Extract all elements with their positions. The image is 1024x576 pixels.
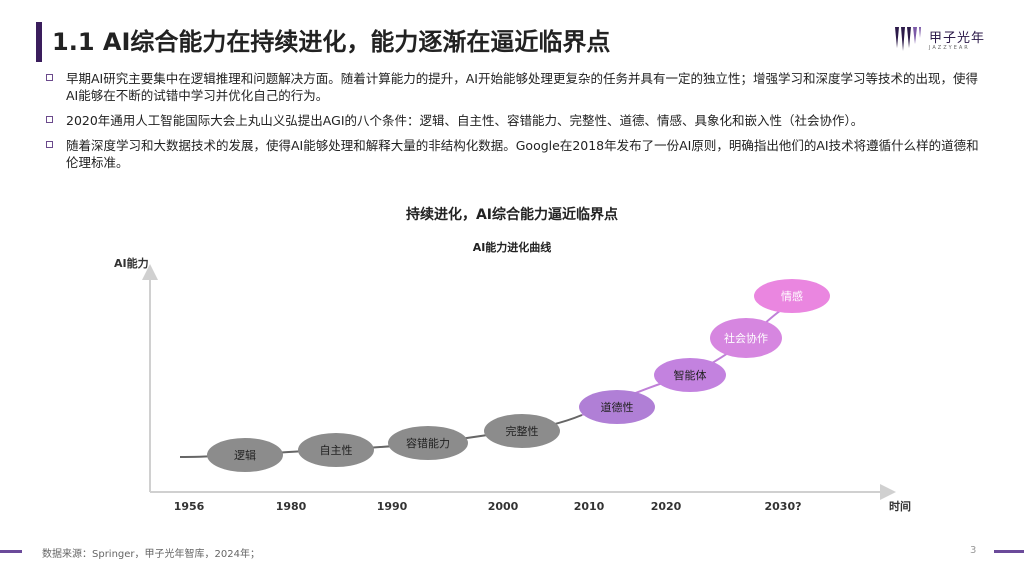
curve-node: 完整性 [484, 414, 560, 448]
bullet-text: 2020年通用人工智能国际大会上丸山义弘提出AGI的八个条件：逻辑、自主性、容错… [66, 113, 864, 128]
curve-node: 逻辑 [207, 438, 283, 472]
node-shape [654, 358, 726, 392]
node-shape [298, 433, 374, 467]
brand-logo: 甲子光年 JAZZYEAR [893, 24, 993, 56]
x-tick-label: 1990 [377, 500, 408, 513]
node-shape [207, 438, 283, 472]
node-label: 完整性 [506, 424, 539, 438]
bullet-square-icon [46, 74, 53, 81]
node-label: 社会协作 [724, 331, 768, 345]
node-label: 情感 [781, 290, 803, 303]
curve-node: 容错能力 [388, 426, 468, 460]
x-axis-label: 时间 [889, 499, 911, 513]
bullet-text: 随着深度学习和大数据技术的发展，使得AI能够处理和解释大量的非结构化数据。Goo… [66, 138, 979, 170]
bullet-item: 早期AI研究主要集中在逻辑推理和问题解决方面。随着计算能力的提升，AI开始能够处… [46, 70, 986, 104]
node-label: 道德性 [601, 400, 634, 414]
page-title: 1.1 AI综合能力在持续进化，能力逐渐在逼近临界点 [52, 28, 611, 56]
logo-text: 甲子光年 [929, 31, 986, 46]
bullet-list: 早期AI研究主要集中在逻辑推理和问题解决方面。随着计算能力的提升，AI开始能够处… [46, 70, 986, 179]
y-axis-label: AI能力 [114, 256, 149, 270]
node-label: 智能体 [674, 368, 707, 382]
x-tick-label: 2030? [765, 500, 802, 513]
node-label: 容错能力 [406, 436, 450, 450]
node-label: 自主性 [320, 443, 353, 457]
logo-subtext: JAZZYEAR [929, 45, 970, 51]
node-shape [388, 426, 468, 460]
logo-mark-icon [895, 27, 921, 51]
footer-accent-right [994, 550, 1024, 553]
diagram-subtitle: AI能力进化曲线 [472, 241, 552, 254]
x-tick-label: 2010 [574, 500, 605, 513]
node-label: 逻辑 [234, 448, 256, 462]
x-tick-label: 2020 [651, 500, 682, 513]
curve-node: 自主性 [298, 433, 374, 467]
footer-accent-left [0, 550, 22, 553]
curve-node: 社会协作 [710, 318, 782, 358]
node-shape [710, 318, 782, 358]
node-shape [754, 279, 830, 313]
x-tick-label: 1956 [174, 500, 205, 513]
bullet-square-icon [46, 116, 53, 123]
curve-node: 情感 [754, 279, 830, 313]
bullet-square-icon [46, 141, 53, 148]
node-shape [484, 414, 560, 448]
page-number: 3 [970, 545, 977, 556]
source-note: 数据来源：Springer，甲子光年智库，2024年； [42, 549, 260, 560]
bullet-item: 随着深度学习和大数据技术的发展，使得AI能够处理和解释大量的非结构化数据。Goo… [46, 137, 986, 171]
diagram-title: 持续进化，AI综合能力逼近临界点 [405, 207, 619, 223]
x-tick-label: 1980 [276, 500, 307, 513]
node-shape [579, 390, 655, 424]
curve-node: 智能体 [654, 358, 726, 392]
curve-node: 道德性 [579, 390, 655, 424]
bullet-text: 早期AI研究主要集中在逻辑推理和问题解决方面。随着计算能力的提升，AI开始能够处… [66, 71, 978, 103]
title-accent-bar [36, 22, 42, 62]
bullet-item: 2020年通用人工智能国际大会上丸山义弘提出AGI的八个条件：逻辑、自主性、容错… [46, 112, 986, 129]
x-tick-label: 2000 [488, 500, 519, 513]
